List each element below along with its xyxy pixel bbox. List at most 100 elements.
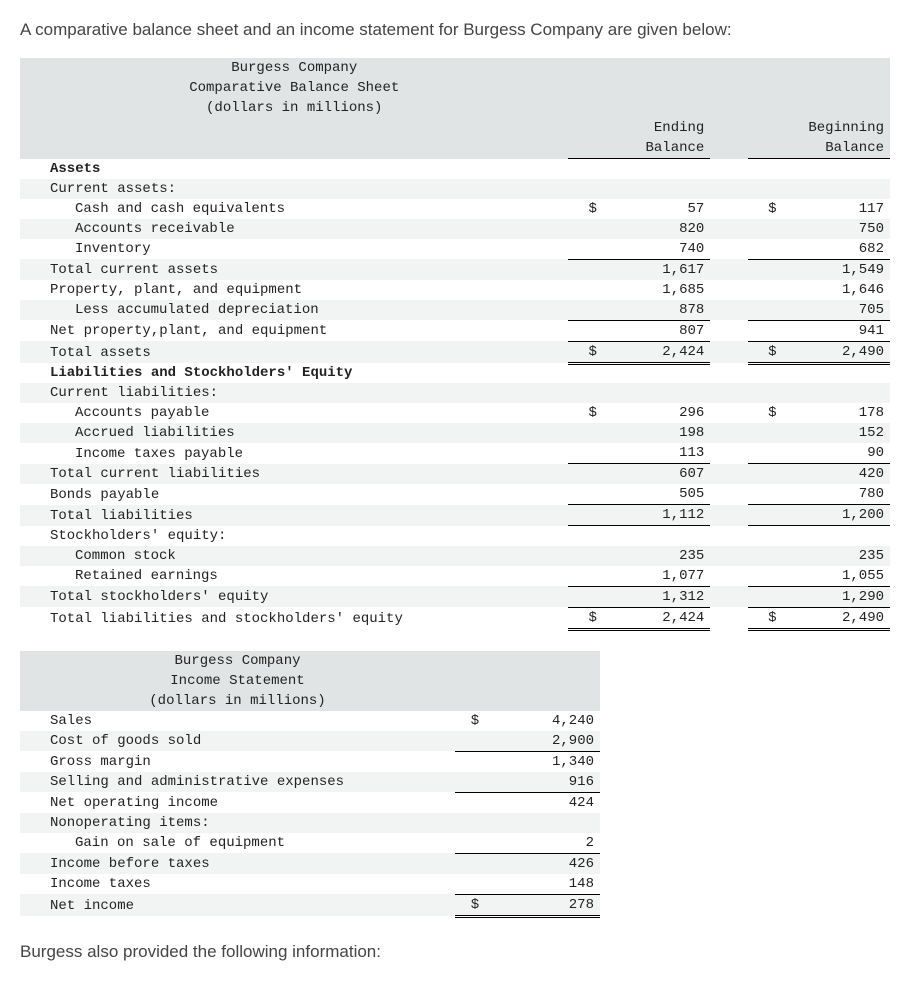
re-beg: 1,055 xyxy=(776,566,890,587)
income-statement-table: Burgess Company Income Statement (dollar… xyxy=(20,651,600,918)
tax-val: 148 xyxy=(479,874,600,895)
col-beginning-1: Beginning xyxy=(776,118,890,138)
intro-text: A comparative balance sheet and an incom… xyxy=(20,20,896,40)
dollar-sign: $ xyxy=(748,403,776,423)
assets-header: Assets xyxy=(20,159,568,179)
tlse-end: 2,424 xyxy=(597,607,710,629)
cs-beg: 235 xyxy=(776,546,890,566)
ap-beg: 178 xyxy=(776,403,890,423)
ap-label: Accounts payable xyxy=(20,403,568,423)
ar-end: 820 xyxy=(597,219,710,239)
cogs-label: Cost of goods sold xyxy=(20,731,455,752)
balance-sheet-table: Burgess Company Comparative Balance Shee… xyxy=(20,58,890,631)
cash-end: 57 xyxy=(597,199,710,219)
tse-label: Total stockholders' equity xyxy=(20,586,568,607)
sales-label: Sales xyxy=(20,711,455,731)
netppe-beg: 941 xyxy=(776,320,890,341)
ni-label: Net income xyxy=(20,894,455,916)
accr-beg: 152 xyxy=(776,423,890,443)
ibt-label: Income before taxes xyxy=(20,853,455,874)
ar-label: Accounts receivable xyxy=(20,219,568,239)
inv-beg: 682 xyxy=(776,239,890,260)
ni-val: 278 xyxy=(479,894,600,916)
outro-text: Burgess also provided the following info… xyxy=(20,942,896,962)
dollar-sign: $ xyxy=(568,199,596,219)
dollar-sign: $ xyxy=(748,199,776,219)
dollar-sign: $ xyxy=(568,341,596,363)
itp-beg: 90 xyxy=(776,443,890,464)
nonop-label: Nonoperating items: xyxy=(20,813,455,833)
cs-label: Common stock xyxy=(20,546,568,566)
tca-label: Total current assets xyxy=(20,259,568,280)
dollar-sign: $ xyxy=(455,711,479,731)
is-title-2: Income Statement xyxy=(20,671,455,691)
is-title-3: (dollars in millions) xyxy=(20,691,455,711)
col-ending-1: Ending xyxy=(597,118,710,138)
ppe-beg: 1,646 xyxy=(776,280,890,300)
bs-title-3: (dollars in millions) xyxy=(20,98,568,118)
noi-label: Net operating income xyxy=(20,792,455,813)
tax-label: Income taxes xyxy=(20,874,455,895)
dollar-sign: $ xyxy=(568,607,596,629)
col-beginning-2: Balance xyxy=(776,138,890,159)
accr-end: 198 xyxy=(597,423,710,443)
tl-end: 1,112 xyxy=(597,505,710,526)
tse-end: 1,312 xyxy=(597,586,710,607)
is-title-1: Burgess Company xyxy=(20,651,455,671)
ta-end: 2,424 xyxy=(597,341,710,363)
tse-beg: 1,290 xyxy=(776,586,890,607)
itp-end: 113 xyxy=(597,443,710,464)
noi-val: 424 xyxy=(479,792,600,813)
netppe-label: Net property,plant, and equipment xyxy=(20,320,568,341)
tl-beg: 1,200 xyxy=(776,505,890,526)
bonds-label: Bonds payable xyxy=(20,484,568,505)
inv-end: 740 xyxy=(597,239,710,260)
tcl-end: 607 xyxy=(597,464,710,485)
cash-beg: 117 xyxy=(776,199,890,219)
gm-val: 1,340 xyxy=(479,751,600,772)
ar-beg: 750 xyxy=(776,219,890,239)
sales-val: 4,240 xyxy=(479,711,600,731)
dollar-sign: $ xyxy=(748,341,776,363)
gain-label: Gain on sale of equipment xyxy=(20,833,455,854)
ta-beg: 2,490 xyxy=(776,341,890,363)
dep-label: Less accumulated depreciation xyxy=(20,300,568,321)
cash-label: Cash and cash equivalents xyxy=(20,199,568,219)
tl-label: Total liabilities xyxy=(20,505,568,526)
ta-label: Total assets xyxy=(20,341,568,363)
col-ending-2: Balance xyxy=(597,138,710,159)
cs-end: 235 xyxy=(597,546,710,566)
dep-beg: 705 xyxy=(776,300,890,321)
bs-title-2: Comparative Balance Sheet xyxy=(20,78,568,98)
current-assets-label: Current assets: xyxy=(20,179,568,199)
accr-label: Accrued liabilities xyxy=(20,423,568,443)
bs-title-1: Burgess Company xyxy=(20,58,568,78)
dollar-sign: $ xyxy=(455,894,479,916)
tcl-label: Total current liabilities xyxy=(20,464,568,485)
liab-header: Liabilities and Stockholders' Equity xyxy=(20,363,568,383)
tlse-label: Total liabilities and stockholders' equi… xyxy=(20,607,568,629)
dep-end: 878 xyxy=(597,300,710,321)
cur-liab-label: Current liabilities: xyxy=(20,383,568,403)
tca-beg: 1,549 xyxy=(776,259,890,280)
netppe-end: 807 xyxy=(597,320,710,341)
bonds-beg: 780 xyxy=(776,484,890,505)
sga-label: Selling and administrative expenses xyxy=(20,772,455,793)
gain-val: 2 xyxy=(479,833,600,854)
cogs-val: 2,900 xyxy=(479,731,600,752)
ppe-end: 1,685 xyxy=(597,280,710,300)
dollar-sign: $ xyxy=(568,403,596,423)
ppe-label: Property, plant, and equipment xyxy=(20,280,568,300)
dollar-sign: $ xyxy=(748,607,776,629)
ibt-val: 426 xyxy=(479,853,600,874)
inv-label: Inventory xyxy=(20,239,568,260)
tlse-beg: 2,490 xyxy=(776,607,890,629)
re-end: 1,077 xyxy=(597,566,710,587)
gm-label: Gross margin xyxy=(20,751,455,772)
tcl-beg: 420 xyxy=(776,464,890,485)
bonds-end: 505 xyxy=(597,484,710,505)
re-label: Retained earnings xyxy=(20,566,568,587)
tca-end: 1,617 xyxy=(597,259,710,280)
itp-label: Income taxes payable xyxy=(20,443,568,464)
ap-end: 296 xyxy=(597,403,710,423)
